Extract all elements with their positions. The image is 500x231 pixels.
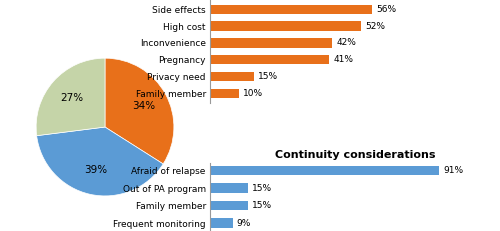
Text: 15%: 15% — [258, 72, 278, 81]
Bar — [210, 5, 372, 14]
Title: Continuity considerations: Continuity considerations — [275, 150, 435, 160]
Bar — [210, 201, 248, 210]
Text: 9%: 9% — [236, 219, 251, 228]
Wedge shape — [105, 58, 174, 164]
Bar — [210, 166, 440, 175]
Text: 15%: 15% — [252, 201, 272, 210]
Text: 41%: 41% — [333, 55, 353, 64]
Text: 27%: 27% — [60, 93, 84, 103]
Text: 39%: 39% — [84, 165, 107, 175]
Text: 52%: 52% — [365, 22, 385, 31]
Text: 42%: 42% — [336, 38, 356, 47]
Bar — [210, 89, 239, 98]
Bar — [210, 218, 233, 228]
Text: 15%: 15% — [252, 183, 272, 192]
Text: 34%: 34% — [132, 101, 155, 111]
Text: 91%: 91% — [444, 166, 464, 175]
Bar — [210, 183, 248, 193]
Bar — [210, 38, 332, 48]
Text: 10%: 10% — [244, 89, 264, 98]
Text: 56%: 56% — [377, 5, 397, 14]
Wedge shape — [36, 58, 105, 136]
Wedge shape — [36, 127, 163, 196]
Bar — [210, 55, 329, 64]
Bar — [210, 21, 361, 31]
Bar — [210, 72, 254, 81]
